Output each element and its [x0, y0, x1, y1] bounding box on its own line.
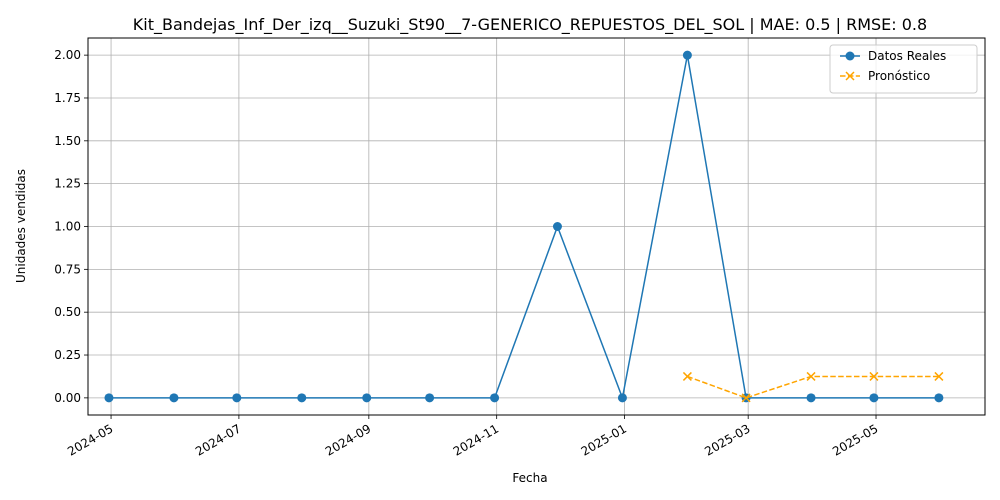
x-tick-label: 2025-01: [579, 421, 629, 458]
y-tick-label: 0.00: [54, 391, 81, 405]
data-point: [806, 393, 816, 403]
x-tick-label: 2024-05: [65, 421, 115, 458]
data-point: [934, 371, 944, 381]
x-tick-label: 2025-03: [702, 421, 752, 458]
data-point: [490, 393, 500, 403]
data-point: [232, 393, 242, 403]
data-point: [869, 371, 879, 381]
data-point: [362, 393, 372, 403]
data-point: [169, 393, 179, 403]
y-tick-label: 0.75: [54, 262, 81, 276]
grid: [88, 38, 985, 415]
legend-marker-datos-reales: [845, 51, 855, 61]
y-axis-label: Unidades vendidas: [14, 169, 28, 283]
x-tick-label: 2025-05: [830, 421, 880, 458]
legend-box: [829, 44, 978, 94]
y-tick-label: 0.25: [54, 348, 81, 362]
series-datos-reales: [104, 50, 944, 403]
data-point: [741, 393, 751, 403]
y-tick-label: 1.50: [54, 134, 81, 148]
y-tick-label: 1.75: [54, 91, 81, 105]
data-point: [552, 222, 562, 231]
legend-label-pronostico: Pronóstico: [868, 69, 930, 83]
series-layer: [104, 50, 944, 403]
x-axis: 2024-05 2024-07 2024-09 2024-11 2025-01 2025-…: [65, 415, 881, 459]
data-point: [869, 393, 879, 403]
x-tick-label: 2024-11: [451, 421, 501, 458]
legend: Datos Reales Pronóstico: [829, 44, 978, 94]
data-point: [934, 393, 944, 403]
y-tick-label: 1.25: [54, 177, 81, 191]
y-tick-label: 2.00: [54, 48, 81, 62]
data-point: [617, 393, 627, 403]
legend-label-datos-reales: Datos Reales: [868, 49, 946, 63]
series-pronostico: [682, 371, 944, 403]
data-point: [682, 50, 692, 60]
data-point: [682, 371, 692, 381]
data-point: [425, 393, 435, 403]
series-line: [108, 54, 939, 401]
x-tick-label: 2024-07: [193, 421, 243, 458]
legend-marker-pronostico: [845, 71, 855, 81]
chart-title: Kit_Bandejas_Inf_Der_izq__Suzuki_St90__7…: [133, 15, 927, 35]
data-point: [104, 393, 114, 403]
x-tick-label: 2024-09: [323, 421, 373, 458]
data-point: [297, 393, 307, 403]
x-axis-label: Fecha: [512, 471, 547, 485]
y-axis: 0.00 0.25 0.50 0.75 1.00 1.25 1.50 1.75 2.00: [54, 48, 88, 405]
y-tick-label: 1.00: [54, 220, 81, 234]
y-tick-label: 0.50: [54, 305, 81, 319]
data-point: [806, 371, 816, 381]
